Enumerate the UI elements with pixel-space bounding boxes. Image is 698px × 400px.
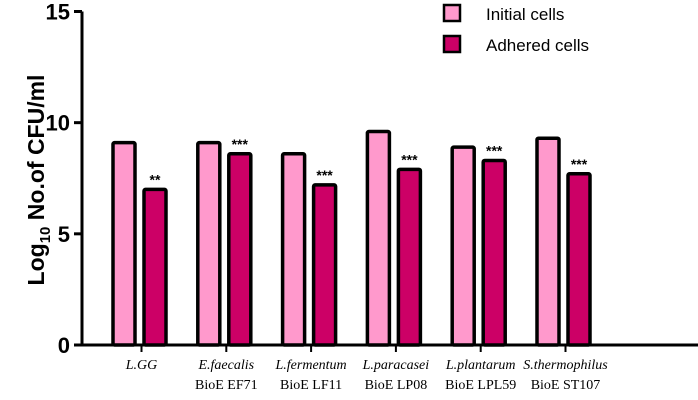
significance-label: *** xyxy=(316,167,333,183)
bar-adhered xyxy=(481,158,507,347)
x-tick-label-species: L.plantarum xyxy=(445,358,516,373)
significance-label: ** xyxy=(150,171,161,187)
bar-adhered xyxy=(566,172,592,347)
x-tick-label-species: L.fermentum xyxy=(275,358,347,373)
bar-adhered xyxy=(311,183,338,347)
bar-initial xyxy=(280,152,307,347)
x-tick-label-species: L.paracasei xyxy=(362,358,430,373)
legend-swatch xyxy=(442,34,462,54)
x-tick-label-species: E.faecalis xyxy=(197,358,254,373)
y-tick-label: 15 xyxy=(46,0,70,25)
significance-label: *** xyxy=(571,156,588,172)
bar-adhered xyxy=(396,167,423,347)
legend-label: Adhered cells xyxy=(486,36,589,55)
x-tick-label-strain: BioE ST107 xyxy=(531,378,601,393)
bar-initial xyxy=(450,145,476,347)
legend-swatch xyxy=(442,3,462,23)
x-tick-label-strain: BioE LP08 xyxy=(365,378,428,393)
significance-label: *** xyxy=(401,151,418,167)
x-tick-label-species: L.GG xyxy=(125,358,158,373)
bar-initial xyxy=(535,136,561,347)
y-tick-label: 10 xyxy=(46,111,70,136)
bar-adhered xyxy=(142,187,168,347)
x-tick-label-strain: BioE LF11 xyxy=(280,378,342,393)
legend-label: Initial cells xyxy=(486,5,564,24)
significance-label: *** xyxy=(232,136,249,152)
significance-label: *** xyxy=(486,142,503,158)
bar-initial xyxy=(196,140,222,347)
y-tick-label: 5 xyxy=(58,222,70,247)
x-tick-label-species: S.thermophilus xyxy=(523,358,608,373)
y-axis-label: Log10 No.of CFU/ml xyxy=(23,75,54,286)
bar-initial xyxy=(365,129,392,347)
x-tick-label-strain: BioE EF71 xyxy=(195,378,258,393)
bar-initial xyxy=(111,140,137,347)
bar-adhered xyxy=(227,152,253,347)
y-tick-label: 0 xyxy=(58,333,70,358)
x-tick-label-strain: BioE LPL59 xyxy=(445,378,516,393)
